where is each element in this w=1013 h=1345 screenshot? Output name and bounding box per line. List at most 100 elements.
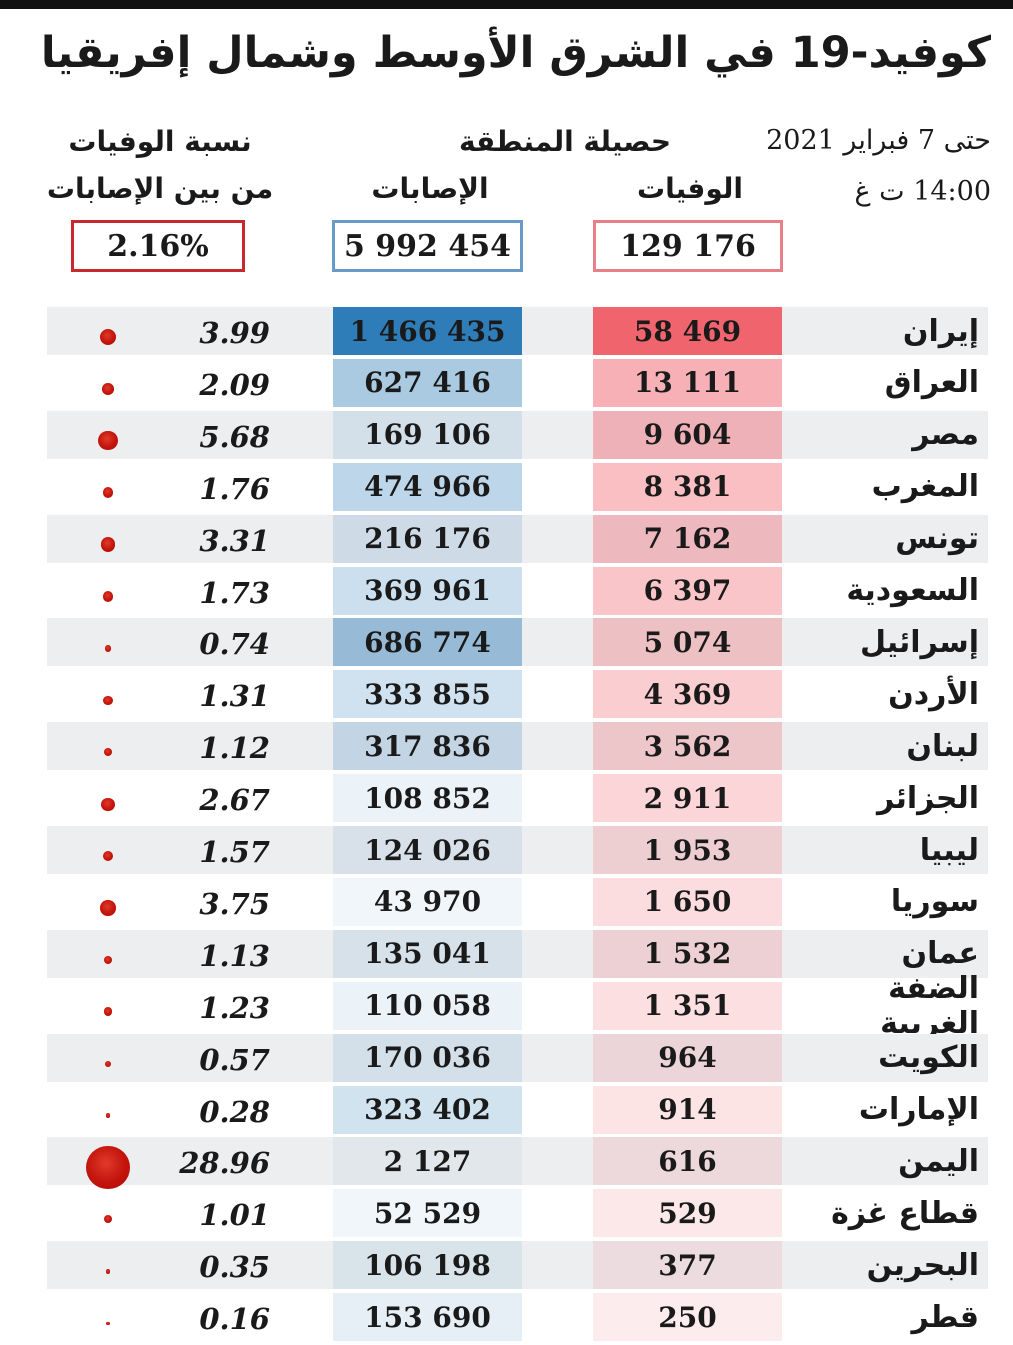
country-name: مصر bbox=[912, 417, 979, 453]
total-rate-box: 2.16% bbox=[71, 220, 245, 272]
country-name: إسرائيل bbox=[859, 624, 979, 660]
deaths-cell: 3 562 bbox=[593, 722, 782, 771]
cases-cell: 52 529 bbox=[333, 1189, 522, 1238]
table-row bbox=[47, 929, 988, 978]
country-name: اليمن bbox=[898, 1143, 979, 1179]
cases-cell: 686 774 bbox=[333, 618, 522, 667]
table-row bbox=[47, 722, 988, 771]
cases-cell: 135 041 bbox=[333, 929, 522, 978]
rate-dot bbox=[101, 797, 115, 811]
cases-cell: 153 690 bbox=[333, 1293, 522, 1342]
rate-header-line1: نسبة الوفيات bbox=[68, 125, 252, 158]
cases-cell: 317 836 bbox=[333, 722, 522, 771]
table-row bbox=[47, 670, 988, 719]
cases-header: الإصابات bbox=[371, 172, 489, 205]
deaths-cell: 1 953 bbox=[593, 826, 782, 874]
deaths-cell: 1 351 bbox=[593, 981, 782, 1030]
table-row bbox=[47, 1033, 988, 1082]
rate-dot bbox=[102, 850, 113, 861]
fatality-rate: 1.23 bbox=[199, 990, 270, 1025]
fatality-rate: 0.57 bbox=[199, 1042, 270, 1077]
cases-cell: 43 970 bbox=[333, 877, 522, 926]
country-name: الإمارات bbox=[858, 1092, 979, 1127]
country-name: المغرب bbox=[871, 469, 979, 505]
fatality-rate: 5.68 bbox=[199, 419, 270, 454]
deaths-cell: 7 162 bbox=[593, 514, 782, 563]
fatality-rate: 2.67 bbox=[199, 783, 270, 818]
cases-cell: 627 416 bbox=[333, 358, 522, 407]
deaths-cell: 4 369 bbox=[593, 670, 782, 719]
deaths-header: الوفيات bbox=[636, 172, 744, 205]
rate-dot bbox=[102, 591, 114, 602]
country-name: ليبيا bbox=[919, 832, 979, 868]
country-name: الجزائر bbox=[876, 780, 979, 816]
deaths-cell: 964 bbox=[593, 1033, 782, 1082]
rate-dot bbox=[100, 329, 116, 345]
table-row bbox=[47, 1241, 988, 1290]
rate-dot bbox=[105, 1113, 111, 1118]
deaths-cell: 250 bbox=[593, 1293, 782, 1342]
table-row bbox=[47, 514, 988, 563]
fatality-rate: 1.12 bbox=[199, 731, 270, 766]
cases-cell: 110 058 bbox=[333, 981, 522, 1030]
fatality-rate: 1.76 bbox=[199, 471, 270, 506]
cases-cell: 108 852 bbox=[333, 774, 522, 823]
time-label: 14:00 ت غ bbox=[854, 176, 991, 207]
table-row bbox=[47, 981, 988, 1030]
fatality-rate: 1.31 bbox=[199, 679, 270, 714]
fatality-rate: 1.73 bbox=[199, 575, 270, 610]
country-name: لبنان bbox=[906, 728, 979, 764]
fatality-rate: 2.09 bbox=[199, 367, 270, 402]
rate-dot bbox=[103, 747, 113, 757]
table-row bbox=[47, 1085, 988, 1134]
table-row bbox=[47, 1137, 988, 1186]
fatality-rate: 1.01 bbox=[199, 1198, 270, 1233]
cases-cell: 169 106 bbox=[333, 410, 522, 459]
cases-cell: 106 198 bbox=[333, 1241, 522, 1290]
rate-dot bbox=[104, 644, 112, 652]
top-rule bbox=[0, 0, 1013, 9]
country-name: البحرين bbox=[866, 1247, 979, 1283]
table-row bbox=[47, 1293, 988, 1342]
deaths-cell: 616 bbox=[593, 1137, 782, 1186]
fatality-rate: 1.57 bbox=[199, 835, 270, 869]
table-row bbox=[47, 462, 988, 511]
table-row bbox=[47, 410, 988, 459]
cases-cell: 333 855 bbox=[333, 670, 522, 719]
rate-dot bbox=[86, 1145, 130, 1189]
rate-dot bbox=[100, 900, 116, 916]
deaths-cell: 1 650 bbox=[593, 877, 782, 926]
fatality-rate: 3.75 bbox=[199, 886, 270, 921]
deaths-cell: 6 397 bbox=[593, 566, 782, 615]
deaths-cell: 58 469 bbox=[593, 307, 782, 355]
table-row bbox=[47, 358, 988, 407]
date-label: حتى 7 فبراير 2021 bbox=[766, 125, 991, 156]
rate-dot bbox=[104, 1060, 111, 1067]
rate-dot bbox=[103, 695, 113, 705]
rate-dot bbox=[102, 383, 114, 395]
total-deaths-box: 129 176 bbox=[593, 220, 783, 272]
country-name: العراق bbox=[884, 365, 979, 401]
country-name: الكويت bbox=[878, 1040, 979, 1076]
rate-dot bbox=[103, 1007, 113, 1017]
cases-cell: 124 026 bbox=[333, 826, 522, 874]
cases-cell: 474 966 bbox=[333, 462, 522, 511]
country-name: الضفة الغربية bbox=[880, 970, 979, 1041]
rate-dot bbox=[103, 1215, 112, 1224]
deaths-cell: 377 bbox=[593, 1241, 782, 1290]
table-row bbox=[47, 774, 988, 823]
cases-cell: 1 466 435 bbox=[333, 307, 522, 355]
cases-cell: 170 036 bbox=[333, 1033, 522, 1082]
country-name: سوريا bbox=[890, 884, 979, 920]
table-row bbox=[47, 566, 988, 615]
fatality-rate: 0.28 bbox=[199, 1094, 270, 1129]
region-total-header: حصيلة المنطقة bbox=[458, 125, 672, 158]
country-name: قطاع غزة bbox=[831, 1195, 979, 1231]
fatality-rate: 3.99 bbox=[199, 316, 270, 350]
country-name: عمان bbox=[901, 936, 979, 972]
fatality-rate: 3.31 bbox=[199, 523, 270, 558]
table-row bbox=[47, 618, 988, 667]
rate-dot bbox=[100, 537, 116, 552]
table-row bbox=[47, 1189, 988, 1238]
chart-title: كوفيد-19 في الشرق الأوسط وشمال إفريقيا bbox=[40, 28, 991, 78]
